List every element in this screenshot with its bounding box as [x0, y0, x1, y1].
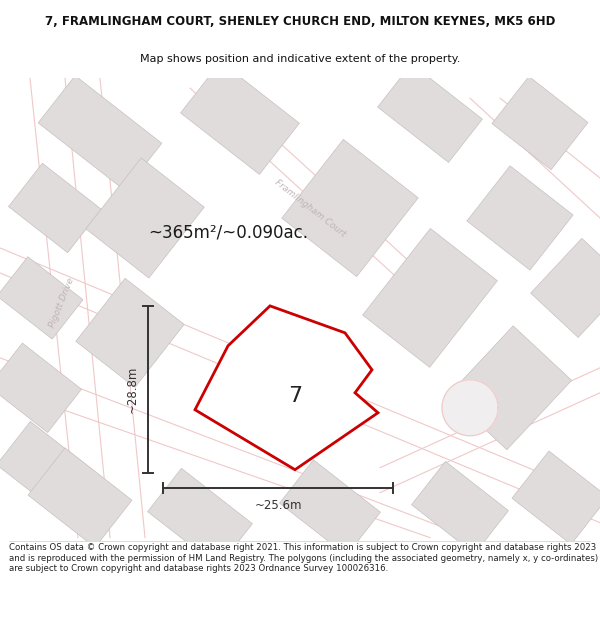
- Polygon shape: [76, 278, 184, 388]
- Polygon shape: [362, 229, 497, 368]
- Polygon shape: [148, 468, 253, 567]
- Text: ~28.8m: ~28.8m: [125, 366, 139, 413]
- Polygon shape: [512, 451, 600, 544]
- Text: 7: 7: [288, 386, 302, 406]
- Polygon shape: [280, 460, 380, 556]
- Polygon shape: [8, 163, 101, 252]
- Polygon shape: [467, 166, 573, 270]
- Polygon shape: [38, 76, 162, 191]
- Polygon shape: [0, 343, 82, 432]
- Text: 7, FRAMLINGHAM COURT, SHENLEY CHURCH END, MILTON KEYNES, MK5 6HD: 7, FRAMLINGHAM COURT, SHENLEY CHURCH END…: [45, 16, 555, 28]
- Polygon shape: [492, 76, 588, 170]
- Polygon shape: [530, 238, 600, 338]
- Text: Pigott Drive: Pigott Drive: [48, 277, 76, 329]
- Polygon shape: [448, 326, 572, 450]
- Polygon shape: [282, 139, 418, 276]
- Polygon shape: [0, 257, 83, 339]
- Text: ~25.6m: ~25.6m: [254, 499, 302, 512]
- Polygon shape: [412, 461, 508, 554]
- Text: Framlingham Court: Framlingham Court: [273, 177, 347, 238]
- Text: Map shows position and indicative extent of the property.: Map shows position and indicative extent…: [140, 54, 460, 64]
- Text: ~365m²/~0.090ac.: ~365m²/~0.090ac.: [148, 224, 308, 242]
- Text: Contains OS data © Crown copyright and database right 2021. This information is : Contains OS data © Crown copyright and d…: [9, 543, 598, 573]
- Polygon shape: [181, 62, 299, 174]
- Polygon shape: [377, 64, 482, 162]
- Polygon shape: [0, 421, 94, 514]
- Polygon shape: [86, 158, 204, 278]
- Polygon shape: [28, 448, 132, 548]
- Polygon shape: [442, 380, 498, 436]
- Polygon shape: [195, 306, 378, 470]
